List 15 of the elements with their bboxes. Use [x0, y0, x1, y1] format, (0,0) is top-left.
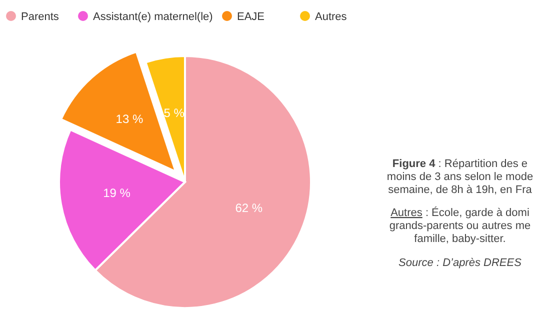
legend-label: Autres	[315, 11, 348, 23]
legend-label: EAJE	[237, 11, 265, 23]
data-label: 19 %	[103, 186, 131, 200]
data-label: 62 %	[235, 200, 263, 215]
text: Autres : École, garde à domi	[390, 206, 530, 219]
caption: Figure 4 : Répartition des e	[392, 158, 528, 170]
data-label: 13 %	[116, 112, 144, 126]
legend-label: Assistant(e) maternel(le)	[93, 11, 213, 23]
text: semaine, de 8h à 19h, en Fra	[388, 184, 533, 196]
data-label: 5 %	[164, 106, 185, 120]
legend-label: Parents	[21, 11, 60, 23]
text: grands-parents ou autres me	[389, 220, 531, 232]
text: moins de 3 ans selon le mode	[386, 171, 534, 183]
text: famille, baby-sitter.	[414, 233, 506, 245]
source-note: Source : D’après DREES	[398, 257, 522, 269]
